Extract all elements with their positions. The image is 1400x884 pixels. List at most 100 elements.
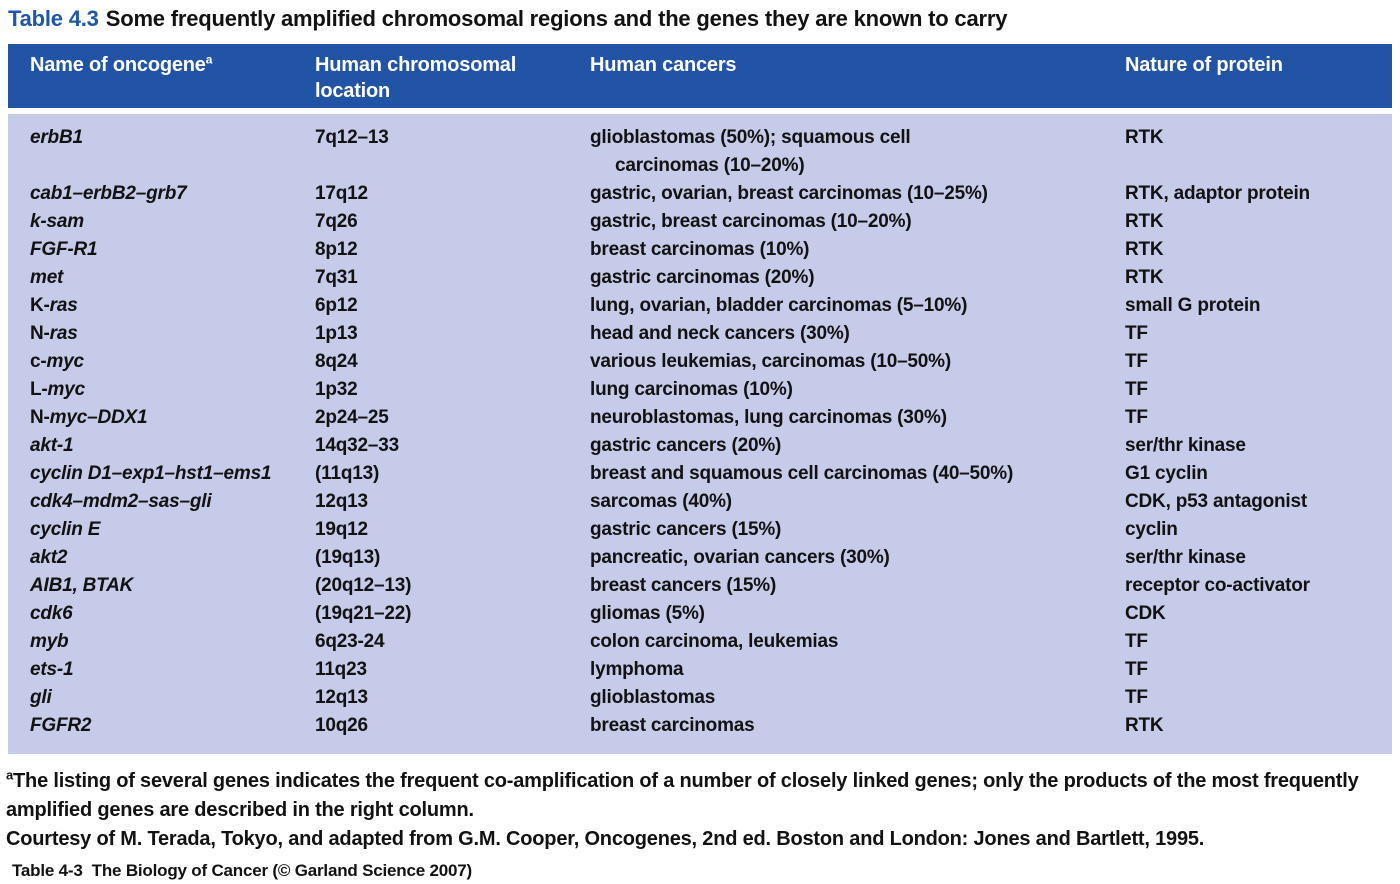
gene-name: cdk6 [30, 603, 73, 624]
protein-nature: TF [1125, 687, 1148, 708]
gene-name: FGF-R1 [30, 239, 98, 260]
human-cancers: various leukemias, carcinomas (10–50%) [590, 348, 1125, 376]
table-row: gli 12q13 glioblastomas TF [30, 684, 1392, 712]
chromosomal-location: 12q13 [315, 687, 368, 708]
gene-name: cyclin D1–exp1–hst1–ems1 [30, 463, 272, 484]
cancers-line: gastric cancers (20%) [590, 435, 782, 456]
gene-prefix: c- [30, 351, 47, 372]
oncogene-name: FGF-R1 [30, 236, 315, 264]
chromosomal-location: 2p24–25 [315, 407, 389, 428]
human-cancers: head and neck cancers (30%) [590, 320, 1125, 348]
cancers-line: gliomas (5%) [590, 603, 705, 624]
human-cancers: breast cancers (15%) [590, 572, 1125, 600]
table-row: c-myc 8q24 various leukemias, carcinomas (… [30, 348, 1392, 376]
human-cancers: gastric cancers (20%) [590, 432, 1125, 460]
col-header-oncogene: Name of oncogenea [30, 52, 213, 76]
oncogene-name: N-myc–DDX1 [30, 404, 315, 432]
chromosomal-location: 7q26 [315, 211, 358, 232]
gene-name: gli [30, 687, 52, 708]
table-row: met 7q31 gastric carcinomas (20%) RTK [30, 264, 1392, 292]
protein-nature: TF [1125, 351, 1148, 372]
footnote-a-text: The listing of several genes indicates t… [6, 770, 1359, 821]
protein-nature: RTK [1125, 127, 1164, 148]
oncogene-name: gli [30, 684, 315, 712]
chromosomal-location: 19q12 [315, 519, 368, 540]
protein-nature: RTK [1125, 715, 1164, 736]
gene-name: ets-1 [30, 659, 74, 680]
table-row: N-myc–DDX1 2p24–25 neuroblastomas, lung ca… [30, 404, 1392, 432]
table-row: K-ras 6p12 lung, ovarian, bladder carcinom… [30, 292, 1392, 320]
protein-nature: TF [1125, 407, 1148, 428]
chromosomal-location: (19q21–22) [315, 603, 412, 624]
human-cancers: gliomas (5%) [590, 600, 1125, 628]
table-header-row: Name of oncogenea Human chromosomal loca… [8, 44, 1392, 108]
cancers-line: gastric, ovarian, breast carcinomas (10–… [590, 183, 988, 204]
credit-line: Table 4-3 The Biology of Cancer (© Garla… [12, 861, 472, 880]
oncogene-name: AIB1, BTAK [30, 572, 315, 600]
protein-nature: CDK, p53 antagonist [1125, 491, 1307, 512]
chromosomal-location: 14q32–33 [315, 435, 399, 456]
gene-name: k-sam [30, 211, 84, 232]
gene-name: met [30, 267, 64, 288]
table-row: k-sam 7q26 gastric, breast carcinomas (10–… [30, 208, 1392, 236]
protein-nature: TF [1125, 379, 1148, 400]
human-cancers: breast carcinomas (10%) [590, 236, 1125, 264]
protein-nature: receptor co-activator [1125, 575, 1310, 596]
cancers-line: various leukemias, carcinomas (10–50%) [590, 351, 951, 372]
gene-name: cyclin E [30, 519, 101, 540]
oncogene-name: c-myc [30, 348, 315, 376]
chromosomal-location: 8p12 [315, 239, 358, 260]
table-row: AIB1, BTAK (20q12–13) breast cancers (15%)… [30, 572, 1392, 600]
cancers-line: breast cancers (15%) [590, 575, 777, 596]
human-cancers: gastric cancers (15%) [590, 516, 1125, 544]
cancers-line: neuroblastomas, lung carcinomas (30%) [590, 407, 947, 428]
cancers-line: lung carcinomas (10%) [590, 379, 793, 400]
gene-prefix: L- [30, 379, 48, 400]
human-cancers: breast carcinomas [590, 712, 1125, 740]
oncogene-name: k-sam [30, 208, 315, 236]
oncogene-name: cab1–erbB2–grb7 [30, 180, 315, 208]
gene-name: cab1–erbB2–grb7 [30, 183, 187, 204]
protein-nature: TF [1125, 631, 1148, 652]
oncogene-name: cdk4–mdm2–sas–gli [30, 488, 315, 516]
table-row: cyclin E 19q12 gastric cancers (15%) cyclin [30, 516, 1392, 544]
chromosomal-location: 1p32 [315, 379, 358, 400]
human-cancers: glioblastomas [590, 684, 1125, 712]
table-title: Table 4.3 Some frequently amplified chrom… [0, 4, 1400, 34]
human-cancers: lymphoma [590, 656, 1125, 684]
protein-nature: cyclin [1125, 519, 1178, 540]
chromosomal-location: (11q13) [315, 463, 380, 484]
cancers-line: sarcomas (40%) [590, 491, 732, 512]
chromosomal-location: 17q12 [315, 183, 368, 204]
human-cancers: glioblastomas (50%); squamous cell carcin… [590, 124, 1125, 180]
gene-name: akt-1 [30, 435, 74, 456]
human-cancers: breast and squamous cell carcinomas (40–… [590, 460, 1125, 488]
protein-nature: small G protein [1125, 295, 1261, 316]
cancers-line: lymphoma [590, 659, 684, 680]
human-cancers: colon carcinoma, leukemias [590, 628, 1125, 656]
col-header-cancers: Human cancers [590, 54, 737, 76]
gene-prefix: N- [30, 323, 50, 344]
oncogene-name: akt2 [30, 544, 315, 572]
cancers-line: breast carcinomas [590, 715, 755, 736]
chromosomal-location: 6p12 [315, 295, 358, 316]
human-cancers: gastric, breast carcinomas (10–20%) [590, 208, 1125, 236]
gene-name: ras [49, 323, 78, 344]
footnote-marker: a [205, 52, 213, 67]
gene-name: akt2 [30, 547, 68, 568]
protein-nature: ser/thr kinase [1125, 435, 1246, 456]
oncogene-name: N-ras [30, 320, 315, 348]
footnote-a-marker: a [6, 767, 14, 783]
human-cancers: lung carcinomas (10%) [590, 376, 1125, 404]
cancers-line: gastric cancers (15%) [590, 519, 782, 540]
cancers-line: gastric carcinomas (20%) [590, 267, 815, 288]
human-cancers: sarcomas (40%) [590, 488, 1125, 516]
oncogene-name: L-myc [30, 376, 315, 404]
oncogene-name: cyclin D1–exp1–hst1–ems1 [30, 460, 315, 488]
gene-name: myc–DDX1 [49, 407, 148, 428]
cancers-line: pancreatic, ovarian cancers (30%) [590, 547, 890, 568]
chromosomal-location: 1p13 [315, 323, 358, 344]
human-cancers: neuroblastomas, lung carcinomas (30%) [590, 404, 1125, 432]
table-row: FGF-R1 8p12 breast carcinomas (10%) RTK [30, 236, 1392, 264]
oncogene-name: myb [30, 628, 315, 656]
